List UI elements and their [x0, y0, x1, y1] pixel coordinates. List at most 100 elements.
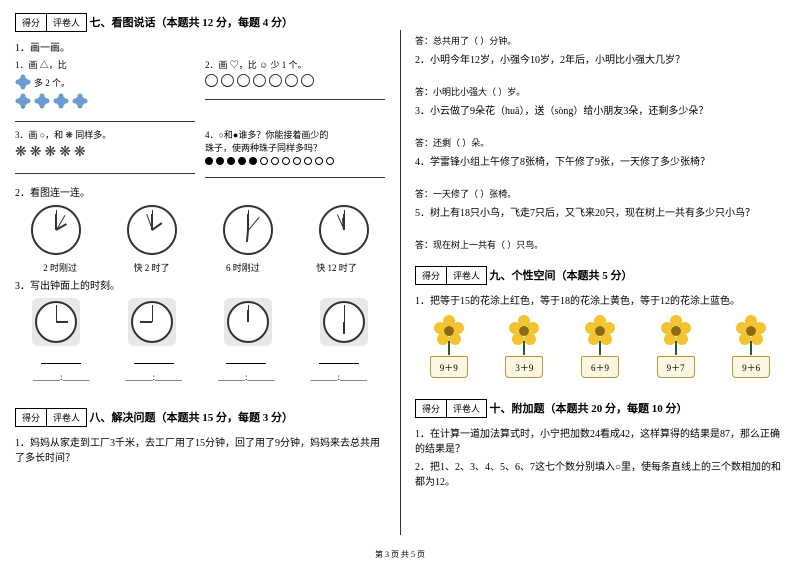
answer-line [15, 112, 195, 122]
snowflake-icon: ❋ [15, 144, 27, 161]
answer-blank[interactable] [41, 352, 81, 364]
flower-icon [15, 74, 31, 90]
blue-flowers: 多 2 个。 [15, 74, 195, 90]
answer-line [15, 164, 195, 174]
sub7-4: 4．○和●谁多？你能接着画少的 珠子，使两种珠子同样多吗？ [205, 128, 385, 180]
smiley-icon [253, 74, 266, 87]
flower-icon [34, 93, 50, 109]
colon: ______:______ [125, 372, 182, 382]
sub7-1-tail: 多 2 个。 [34, 76, 70, 89]
a8-1: 答：总共用了（ ）分钟。 [415, 34, 785, 47]
page-footer: 第 3 页 共 5 页 [0, 549, 800, 560]
score-box-10: 得分 评卷人 [415, 399, 487, 418]
black-dot-icon [227, 157, 235, 165]
flower-pot: 6＋9 [580, 315, 620, 378]
white-dot-icon [271, 157, 279, 165]
clock-label: 2 时刚过 [43, 261, 77, 274]
score-label: 得分 [16, 14, 47, 31]
smiley-icon [205, 74, 218, 87]
score-label: 得分 [416, 267, 447, 284]
colon-row: ______:______ ______:______ ______:_____… [15, 372, 385, 382]
white-dot-icon [315, 157, 323, 165]
flower-icon [72, 93, 88, 109]
score-label: 得分 [16, 409, 47, 426]
sub7-2-text: 2．画 ♡，比 ☺ 少 1 个。 [205, 58, 385, 71]
clock-row-2 [15, 298, 385, 346]
black-dot-icon [205, 157, 213, 165]
clock-icon [320, 298, 368, 346]
colon: ______:______ [310, 372, 367, 382]
clock-label: 快 12 时了 [316, 261, 357, 274]
section-7-title: 七、看图说话（本题共 12 分，每题 4 分） [90, 14, 294, 30]
flower-pot-row: 9＋9 3＋9 6＋9 9＋7 9＋6 [415, 315, 785, 378]
colon: ______:______ [218, 372, 275, 382]
flower-icon [731, 315, 771, 355]
grader-label: 评卷人 [47, 409, 86, 426]
pot-label: 6＋9 [581, 356, 619, 378]
q8-2: 2．小明今年12岁，小强今10岁，2年后，小明比小强大几岁？ [415, 51, 785, 66]
snowflake-icon: ❋ [59, 144, 71, 161]
q10-2: 2．把1、2、3、4、5、6、7这七个数分别填入○里，使每条直线上的三个数相加的… [415, 458, 785, 488]
smiley-icon [269, 74, 282, 87]
flower-pot: 9＋9 [429, 315, 469, 378]
q8-5: 5．树上有18只小鸟，飞走7只后，又飞来20只，现在树上一共有多少只小鸟？ [415, 204, 785, 219]
clock-icon [319, 205, 369, 255]
score-box-9: 得分 评卷人 [415, 266, 487, 285]
left-column: 得分 评卷人 七、看图说话（本题共 12 分，每题 4 分） 1．画一画。 1．… [0, 0, 400, 565]
sub7-2: 2．画 ♡，比 ☺ 少 1 个。 [205, 58, 385, 124]
smiley-icon [221, 74, 234, 87]
clock-labels: 2 时刚过 快 2 时了 6 时刚过 快 12 时了 [15, 261, 385, 274]
q7-1: 1．画一画。 [15, 39, 385, 54]
section-8-title: 八、解决问题（本题共 15 分，每题 3 分） [90, 409, 294, 425]
colon: ______:______ [33, 372, 90, 382]
flower-row-1 [15, 93, 195, 109]
sub7-4a-text: 4．○和●谁多？你能接着画少的 [205, 128, 385, 141]
answer-blank[interactable] [319, 352, 359, 364]
sub7-4b-text: 珠子，使两种珠子同样多吗？ [205, 141, 385, 154]
grader-label: 评卷人 [447, 267, 486, 284]
section-10-title: 十、附加题（本题共 20 分，每题 10 分） [490, 400, 688, 416]
pot-label: 9＋9 [430, 356, 468, 378]
pot-label: 9＋6 [732, 356, 770, 378]
clock-icon [32, 298, 80, 346]
answer-blank[interactable] [226, 352, 266, 364]
flower-pot: 9＋7 [656, 315, 696, 378]
black-dot-icon [238, 157, 246, 165]
sub7-3: 3．画 ○，和 ❋ 同样多。 ❋ ❋ ❋ ❋ ❋ [15, 128, 195, 180]
black-dot-icon [249, 157, 257, 165]
pot-label: 9＋7 [657, 356, 695, 378]
sub7-1-text: 1．画 △，比 [15, 60, 67, 70]
clock-icon [128, 298, 176, 346]
a8-2: 答：小明比小强大（ ）岁。 [415, 85, 785, 98]
answer-blank[interactable] [134, 352, 174, 364]
a8-4: 答：一天修了（ ）张椅。 [415, 187, 785, 200]
white-dot-icon [282, 157, 290, 165]
sub7-3-text: 3．画 ○，和 ❋ 同样多。 [15, 128, 195, 141]
smiley-icon [285, 74, 298, 87]
clock-label: 6 时刚过 [226, 261, 260, 274]
pot-label: 3＋9 [505, 356, 543, 378]
flower-icon [656, 315, 696, 355]
q10-1: 1．在计算一道加法算式时，小宁把加数24看成42，这样算得的结果是87，那么正确… [415, 425, 785, 455]
white-dot-icon [293, 157, 301, 165]
blank-answers [15, 352, 385, 364]
snowflake-icon: ❋ [44, 144, 56, 161]
clock-label: 快 2 时了 [133, 261, 169, 274]
score-box-7: 得分 评卷人 [15, 13, 87, 32]
clock-icon [31, 205, 81, 255]
snowflake-icon: ❋ [30, 144, 42, 161]
q7-2: 2．看图连一连。 [15, 184, 385, 199]
grader-label: 评卷人 [47, 14, 86, 31]
clock-icon [127, 205, 177, 255]
score-label: 得分 [416, 400, 447, 417]
flower-icon [53, 93, 69, 109]
q9-1: 1．把等于15的花涂上红色，等于18的花涂上黄色，等于12的花涂上蓝色。 [415, 292, 785, 307]
smiley-icon [301, 74, 314, 87]
white-dot-icon [260, 157, 268, 165]
snowflake-row: ❋ ❋ ❋ ❋ ❋ [15, 144, 195, 161]
right-column: 答：总共用了（ ）分钟。 2．小明今年12岁，小强今10岁，2年后，小明比小强大… [400, 0, 800, 565]
flower-icon [580, 315, 620, 355]
grader-label: 评卷人 [447, 400, 486, 417]
a8-3: 答：还剩（ ）朵。 [415, 136, 785, 149]
answer-line [205, 168, 385, 178]
